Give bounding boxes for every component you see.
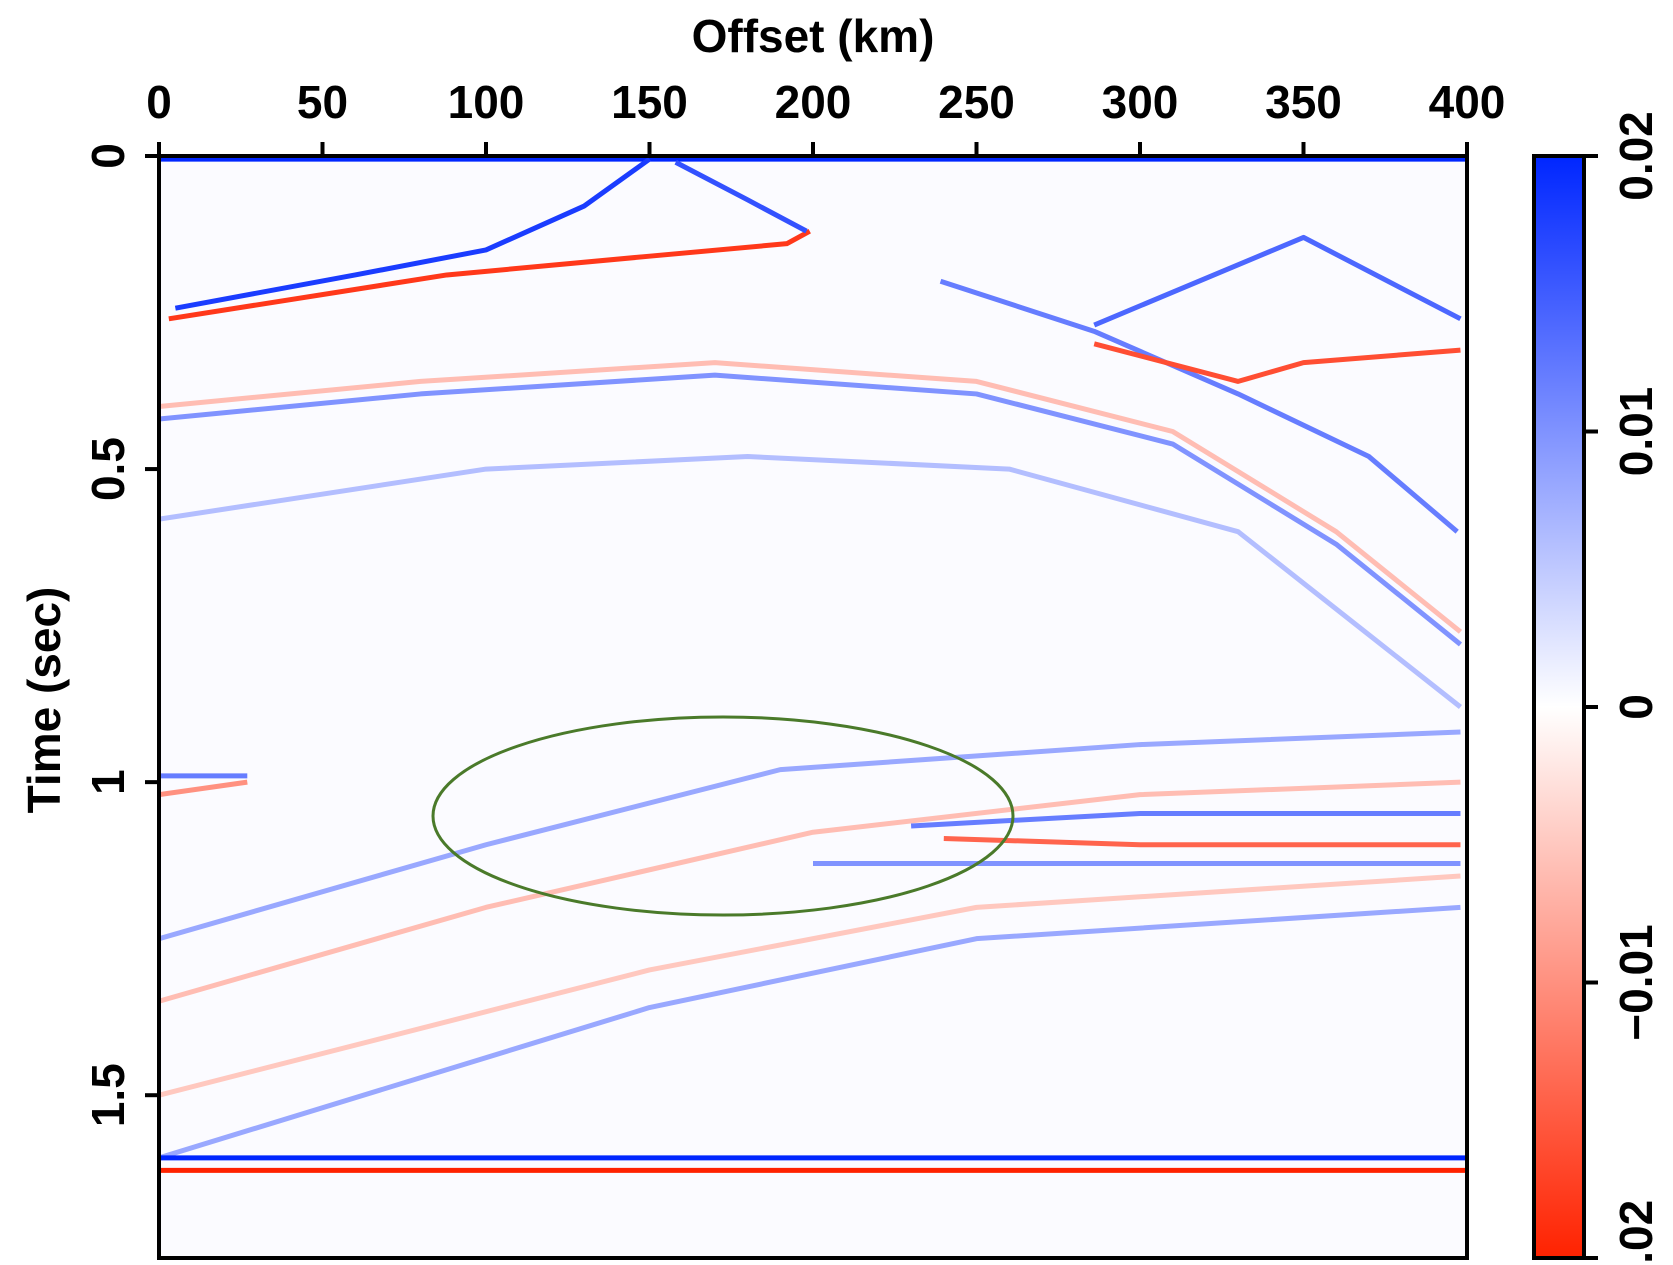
reflection-event	[159, 454, 1463, 709]
reflection-event	[1093, 234, 1462, 328]
y-axis-title: Time (sec)	[18, 587, 70, 814]
colorbar-tick-label: −0.01	[1610, 924, 1662, 1040]
reflection-event	[159, 873, 1461, 1098]
colorbar-tick-label: 0.01	[1610, 387, 1662, 477]
x-tick-label: 0	[146, 76, 172, 128]
reflection-event	[910, 810, 1461, 829]
y-tick-label: 1	[82, 769, 134, 795]
colorbar-tick-label: 0	[1610, 694, 1662, 720]
x-tick-label: 50	[297, 76, 348, 128]
reflection-event	[174, 157, 651, 311]
colorbar-tick-label: 0.02	[1610, 111, 1662, 201]
x-tick-label: 400	[1429, 76, 1506, 128]
x-tick-label: 150	[611, 76, 688, 128]
reflection-event	[159, 904, 1461, 1161]
highlight-ellipse	[431, 715, 1015, 917]
x-tick-label: 200	[775, 76, 852, 128]
x-axis-title: Offset (km)	[692, 10, 935, 62]
y-tick-label: 1.5	[82, 1063, 134, 1127]
y-tick-label: 0	[82, 143, 134, 169]
colorbar	[1532, 154, 1586, 1260]
reflection-event	[674, 160, 808, 234]
reflection-event	[159, 729, 1461, 942]
reflection-event	[939, 278, 1459, 534]
reflection-event	[168, 228, 811, 322]
x-tick-label: 300	[1102, 76, 1179, 128]
reflection-event	[159, 779, 1461, 1004]
x-tick-label: 350	[1265, 76, 1342, 128]
reflection-event	[1093, 341, 1461, 384]
plot-area	[159, 156, 1467, 1258]
y-tick-label: 0.5	[82, 437, 134, 501]
x-tick-label: 100	[448, 76, 525, 128]
reflection-event	[159, 360, 1463, 634]
reflection-event	[159, 779, 248, 798]
reflection-event	[159, 372, 1463, 647]
x-tick-label: 250	[938, 76, 1015, 128]
reflection-event	[943, 835, 1461, 848]
colorbar-tick-label: −0.02	[1610, 1200, 1662, 1265]
events	[159, 156, 1467, 1173]
